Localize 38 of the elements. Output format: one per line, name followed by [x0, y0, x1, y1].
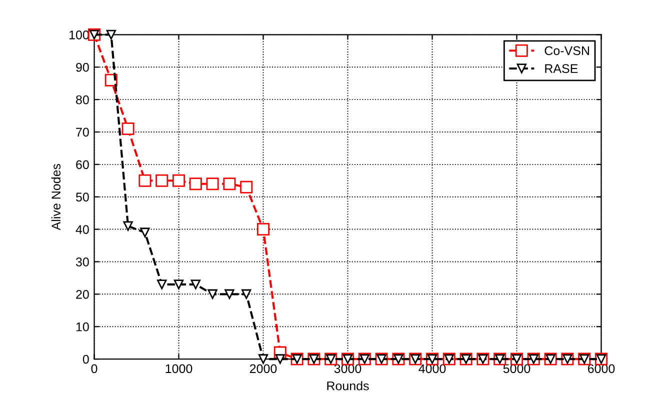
y-tick-label: 50: [76, 192, 89, 202]
y-tick-label: 40: [76, 225, 89, 234]
x-tick-label: 1000: [166, 364, 192, 374]
y-tick-label: 70: [76, 128, 89, 137]
x-tick-label: 2000: [250, 364, 277, 374]
legend-label: RASE: [545, 64, 578, 74]
y-tick-label: 10: [76, 322, 89, 332]
y-tick-label: 60: [76, 160, 89, 170]
point: [240, 180, 253, 194]
y-tick-label: 80: [76, 95, 89, 104]
point: [106, 30, 116, 40]
point: [140, 228, 150, 238]
point: [275, 354, 286, 364]
point: [156, 280, 167, 290]
x-axis-title: Rounds: [327, 381, 369, 390]
point: [156, 174, 168, 187]
point: [208, 289, 218, 300]
legend-label: Co-VSN: [544, 46, 589, 56]
point: [138, 174, 152, 187]
point: [257, 223, 270, 236]
y-axis-title: Alive Nodes: [51, 164, 61, 230]
point: [172, 174, 185, 187]
y-tick-label: 0: [82, 354, 89, 364]
y-tick-label: 30: [76, 258, 89, 266]
point: [174, 280, 184, 290]
point: [122, 122, 134, 135]
y-tick-label: 20: [76, 290, 89, 299]
point: [223, 178, 236, 190]
point: [206, 178, 219, 190]
y-tick-label: 90: [76, 62, 89, 72]
point: [190, 280, 201, 290]
point: [189, 178, 202, 190]
point: [123, 221, 133, 231]
point: [241, 289, 252, 300]
x-tick-label: 0: [91, 364, 98, 374]
point: [224, 289, 234, 300]
x-tick-label: 6000: [588, 364, 615, 374]
point: [258, 354, 268, 364]
